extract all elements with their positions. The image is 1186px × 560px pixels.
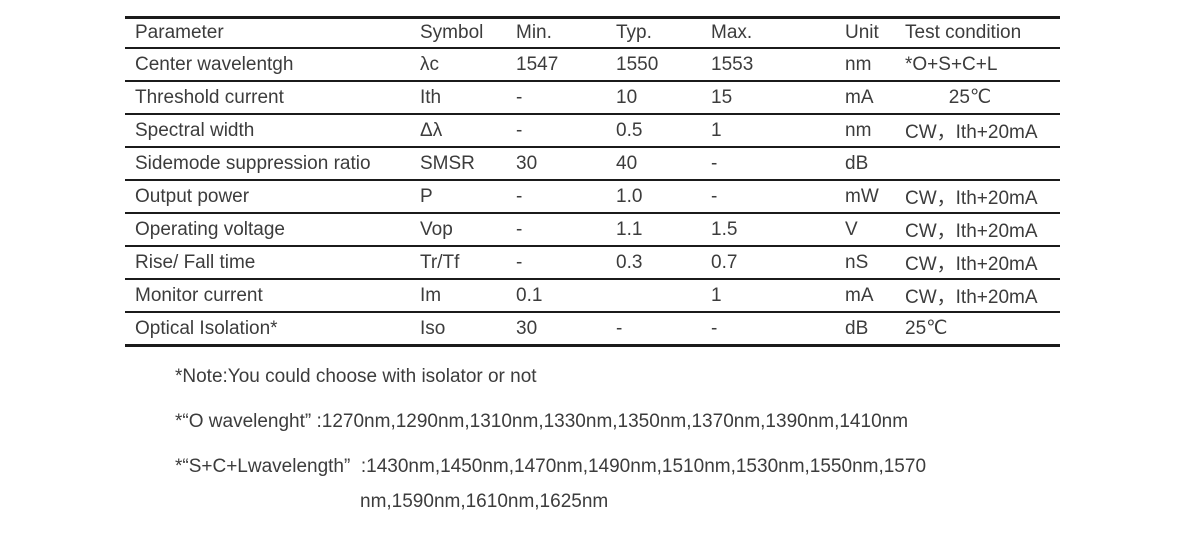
max-cell: 1 bbox=[706, 114, 840, 148]
test-cell bbox=[900, 147, 1060, 181]
header-cell-parameter: Parameter bbox=[125, 17, 415, 49]
symbol-cell: Tr/Tf bbox=[415, 246, 511, 280]
table-header-row: Parameter Symbol Min. Typ. Max. Unit Tes… bbox=[125, 17, 1060, 49]
min-cell: - bbox=[511, 246, 611, 280]
table-row: Center wavelentgh λc 1547 1550 1553 nm *O+S+C+… bbox=[125, 48, 1060, 82]
typ-cell: 1.1 bbox=[611, 213, 706, 247]
typ-cell: 1.0 bbox=[611, 180, 706, 214]
header-cell-max: Max. bbox=[706, 17, 840, 49]
max-cell: 15 bbox=[706, 81, 840, 115]
min-cell: - bbox=[511, 213, 611, 247]
max-cell: - bbox=[706, 147, 840, 181]
test-cell: 25℃ bbox=[900, 312, 1060, 347]
unit-cell: nm bbox=[840, 114, 900, 148]
typ-cell: 10 bbox=[611, 81, 706, 115]
spec-table: Parameter Symbol Min. Typ. Max. Unit Tes… bbox=[125, 16, 1060, 347]
symbol-cell: Ith bbox=[415, 81, 511, 115]
min-cell: 30 bbox=[511, 312, 611, 347]
test-cell: CW，Ith+20mA bbox=[900, 180, 1060, 214]
test-cell: *O+S+C+L bbox=[900, 48, 1060, 82]
header-cell-typ: Typ. bbox=[611, 17, 706, 49]
table-row: Optical Isolation* Iso 30- - dB 25℃ bbox=[125, 312, 1060, 347]
unit-cell: dB bbox=[840, 147, 900, 181]
symbol-cell: Im bbox=[415, 279, 511, 313]
note-scl-wavelength-line1: *“S+C+Lwavelength” :1430nm,1450nm,1470nm… bbox=[175, 456, 927, 477]
param-cell: Output power bbox=[125, 180, 415, 214]
symbol-cell: Vop bbox=[415, 213, 511, 247]
symbol-cell: Iso bbox=[415, 312, 511, 347]
spec-table-container: Parameter Symbol Min. Typ. Max. Unit Tes… bbox=[125, 16, 1060, 347]
test-cell: 25℃ bbox=[900, 81, 1060, 115]
symbol-cell: λc bbox=[415, 48, 511, 82]
param-cell: Operating voltage bbox=[125, 213, 415, 247]
symbol-cell: SMSR bbox=[415, 147, 511, 181]
header-cell-test-condition: Test condition bbox=[900, 17, 1060, 49]
param-cell: Monitor current bbox=[125, 279, 415, 313]
test-cell: CW，Ith+20mA bbox=[900, 279, 1060, 313]
unit-cell: dB bbox=[840, 312, 900, 347]
unit-cell: mA bbox=[840, 81, 900, 115]
unit-cell: nm bbox=[840, 48, 900, 82]
header-cell-symbol: Symbol bbox=[415, 17, 511, 49]
max-cell: - bbox=[706, 180, 840, 214]
table-row: Output power P -1.0- mW CW，Ith+20mA bbox=[125, 180, 1060, 214]
typ-cell bbox=[611, 279, 706, 313]
unit-cell: V bbox=[840, 213, 900, 247]
typ-cell: 1550 bbox=[611, 48, 706, 82]
min-cell: 30 bbox=[511, 147, 611, 181]
table-row: Threshold current Ith -10 15 mA 25℃ bbox=[125, 81, 1060, 115]
typ-cell: 0.5 bbox=[611, 114, 706, 148]
table-row: Sidemode suppression ratio SMSR 30 40- dB bbox=[125, 147, 1060, 181]
symbol-cell: P bbox=[415, 180, 511, 214]
param-cell: Rise/ Fall time bbox=[125, 246, 415, 280]
min-cell: - bbox=[511, 114, 611, 148]
unit-cell: mA bbox=[840, 279, 900, 313]
typ-cell: 40 bbox=[611, 147, 706, 181]
test-cell: CW，Ith+20mA bbox=[900, 246, 1060, 280]
typ-cell: 0.3 bbox=[611, 246, 706, 280]
header-cell-min: Min. bbox=[511, 17, 611, 49]
table-row: Spectral width Δλ -0.5 1 nm CW，Ith+20mA bbox=[125, 114, 1060, 148]
max-cell: 0.7 bbox=[706, 246, 840, 280]
test-cell: CW，Ith+20mA bbox=[900, 213, 1060, 247]
unit-cell: nS bbox=[840, 246, 900, 280]
typ-cell: - bbox=[611, 312, 706, 347]
max-cell: 1 bbox=[706, 279, 840, 313]
note-isolator: *Note:You could choose with isolator or … bbox=[175, 366, 537, 387]
table-row: Operating voltage Vop -1.1 1.5 V CW，Ith+20mA bbox=[125, 213, 1060, 247]
min-cell: 0.1 bbox=[511, 279, 611, 313]
note-o-wavelength: *“O wavelenght” :1270nm,1290nm,1310nm,13… bbox=[175, 411, 909, 432]
symbol-cell: Δλ bbox=[415, 114, 511, 148]
max-cell: - bbox=[706, 312, 840, 347]
min-cell: - bbox=[511, 81, 611, 115]
header-cell-unit: Unit bbox=[840, 17, 900, 49]
max-cell: 1.5 bbox=[706, 213, 840, 247]
param-cell: Threshold current bbox=[125, 81, 415, 115]
param-cell: Spectral width bbox=[125, 114, 415, 148]
table-row: Rise/ Fall time Tr/Tf -0.3 0.7 nS CW，Ith+20mA bbox=[125, 246, 1060, 280]
test-cell: CW，Ith+20mA bbox=[900, 114, 1060, 148]
min-cell: - bbox=[511, 180, 611, 214]
table-row: Monitor current Im 0.1 1 mA CW，Ith+20mA bbox=[125, 279, 1060, 313]
param-cell: Center wavelentgh bbox=[125, 48, 415, 82]
max-cell: 1553 bbox=[706, 48, 840, 82]
param-cell: Optical Isolation* bbox=[125, 312, 415, 347]
unit-cell: mW bbox=[840, 180, 900, 214]
note-scl-wavelength-line2: nm,1590nm,1610nm,1625nm bbox=[360, 491, 609, 512]
min-cell: 1547 bbox=[511, 48, 611, 82]
param-cell: Sidemode suppression ratio bbox=[125, 147, 415, 181]
